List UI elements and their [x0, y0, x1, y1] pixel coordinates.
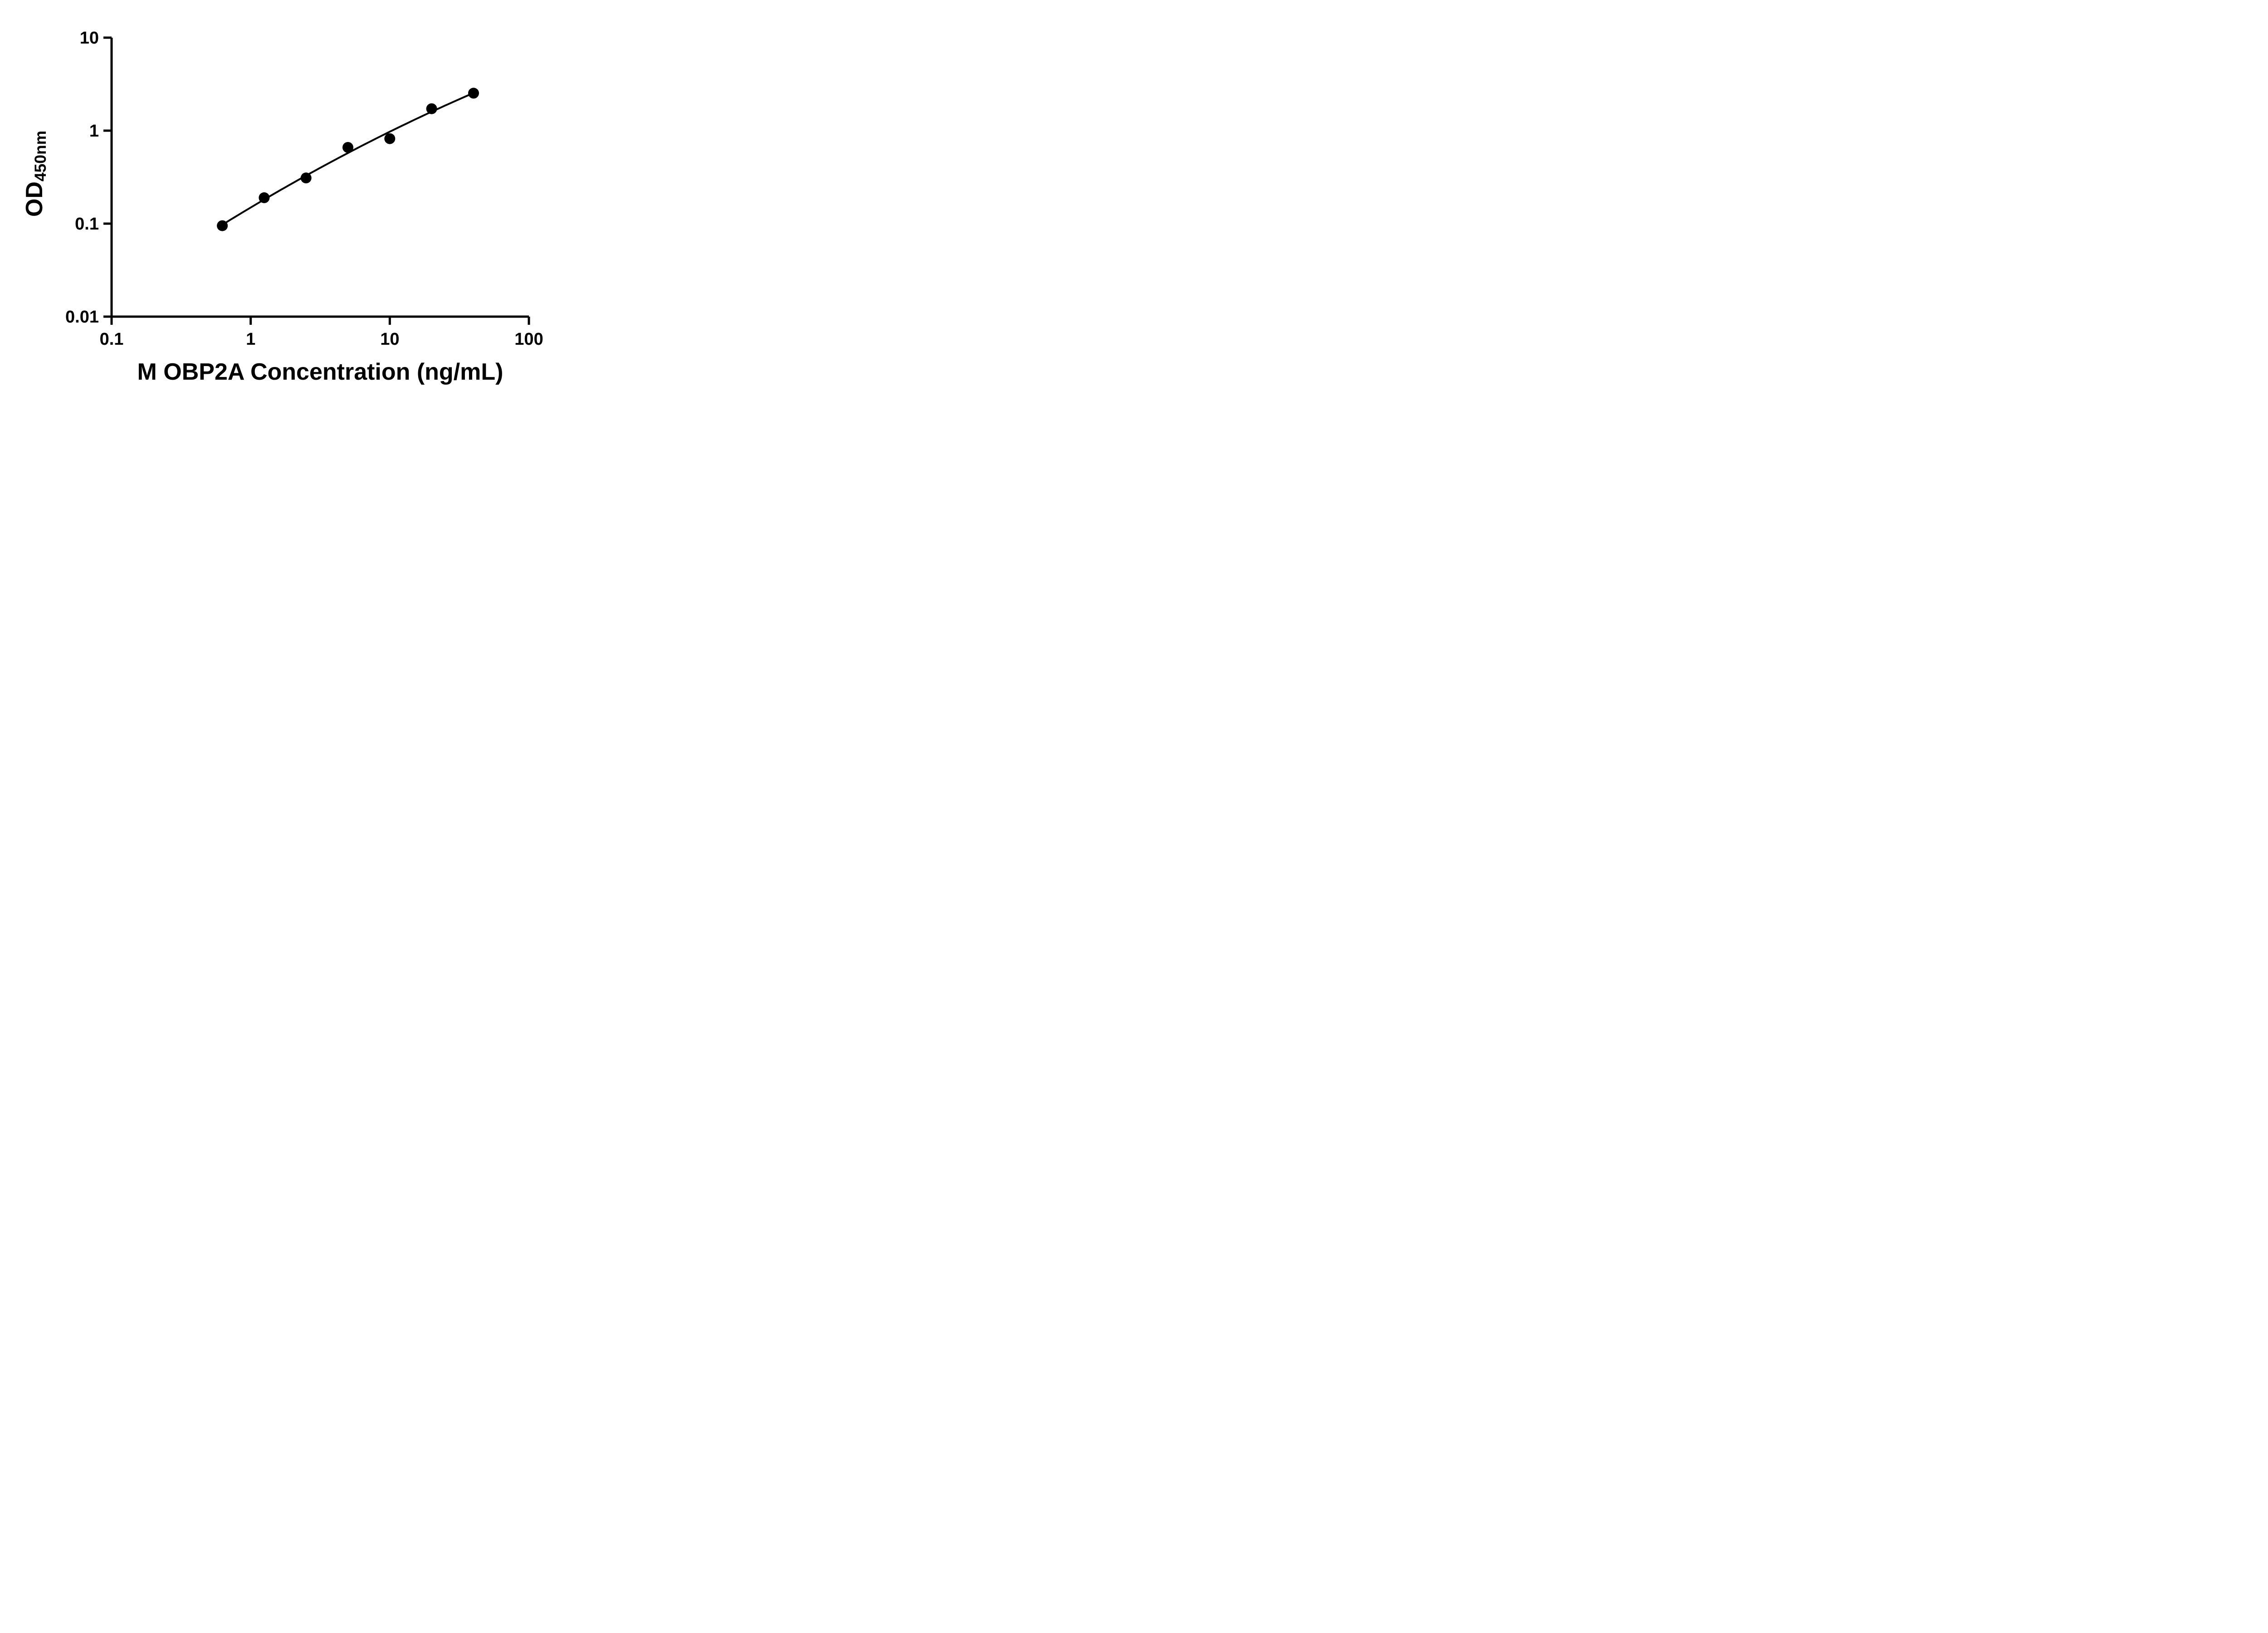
y-tick-label: 1	[89, 122, 99, 141]
x-tick-label: 10	[380, 330, 399, 349]
axis-lines	[110, 38, 529, 318]
data-point	[259, 192, 270, 203]
y-axis-title-subscript: 450nm	[31, 130, 49, 182]
x-axis-title: M OBP2A Concentration (ng/mL)	[137, 359, 503, 385]
chart-figure: 0.1 1 10 100 0.01 0.1 1 10 OD450nm M OBP2A Conc…	[0, 0, 583, 408]
y-tick-label: 0.1	[75, 215, 99, 234]
y-tick-label: 10	[80, 29, 99, 48]
data-point	[342, 142, 353, 153]
y-axis-title: OD450nm	[21, 131, 50, 217]
data-point	[426, 103, 437, 114]
y-tick-label: 0.01	[65, 308, 99, 327]
x-tick-label: 100	[514, 330, 543, 349]
y-axis-title-main: OD	[21, 181, 48, 217]
data-point	[300, 172, 312, 184]
fit-curve	[222, 92, 474, 226]
data-point	[468, 88, 479, 99]
data-point	[217, 220, 228, 231]
data-point	[384, 133, 396, 144]
x-tick-label: 1	[246, 330, 255, 349]
x-tick-label: 0.1	[100, 330, 124, 349]
